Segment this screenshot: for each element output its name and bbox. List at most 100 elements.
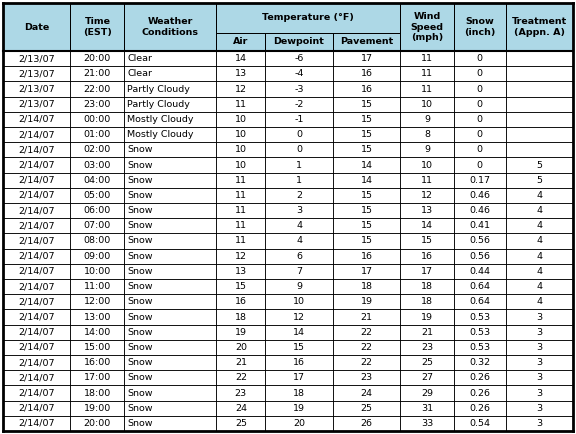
Bar <box>333 279 400 294</box>
Text: 4: 4 <box>536 282 542 291</box>
Bar <box>70 188 124 203</box>
Bar <box>400 188 454 203</box>
Bar <box>70 127 124 142</box>
Bar <box>217 3 400 33</box>
Bar <box>266 203 333 218</box>
Bar <box>506 340 573 355</box>
Text: 3: 3 <box>536 419 543 428</box>
Bar <box>3 325 70 340</box>
Text: 21:00: 21:00 <box>84 69 111 78</box>
Bar <box>3 51 70 66</box>
Text: 16: 16 <box>293 358 305 367</box>
Text: 22: 22 <box>361 343 373 352</box>
Text: 4: 4 <box>536 206 542 215</box>
Bar <box>333 401 400 416</box>
Bar <box>217 218 266 233</box>
Text: 2/13/07: 2/13/07 <box>18 54 55 63</box>
Bar <box>454 173 506 188</box>
Text: 21: 21 <box>421 328 433 337</box>
Bar <box>506 385 573 401</box>
Text: 19: 19 <box>421 312 433 322</box>
Bar <box>333 309 400 325</box>
Text: 18: 18 <box>421 282 433 291</box>
Text: 14: 14 <box>421 221 433 230</box>
Bar <box>217 416 266 431</box>
Bar <box>124 264 217 279</box>
Bar <box>70 385 124 401</box>
Text: 19: 19 <box>235 328 247 337</box>
Text: 15: 15 <box>361 130 373 139</box>
Text: 4: 4 <box>536 237 542 246</box>
Text: 20:00: 20:00 <box>84 54 111 63</box>
Text: Snow: Snow <box>127 237 153 246</box>
Text: 10: 10 <box>235 115 247 124</box>
Bar <box>124 112 217 127</box>
Bar <box>454 142 506 158</box>
Text: 15: 15 <box>361 100 373 108</box>
Text: 3: 3 <box>536 373 543 382</box>
Bar <box>217 264 266 279</box>
Bar <box>454 66 506 82</box>
Bar <box>333 294 400 309</box>
Text: 3: 3 <box>536 358 543 367</box>
Bar <box>124 188 217 203</box>
Bar <box>506 3 573 51</box>
Text: 0.54: 0.54 <box>469 419 490 428</box>
Bar <box>506 233 573 249</box>
Text: 15:00: 15:00 <box>84 343 111 352</box>
Text: 16: 16 <box>235 297 247 306</box>
Text: 2/14/07: 2/14/07 <box>18 404 55 413</box>
Text: Snow: Snow <box>127 145 153 155</box>
Bar <box>400 325 454 340</box>
Text: 2/14/07: 2/14/07 <box>18 206 55 215</box>
Text: 26: 26 <box>361 419 373 428</box>
Text: 12: 12 <box>293 312 305 322</box>
Text: 25: 25 <box>421 358 433 367</box>
Bar <box>124 309 217 325</box>
Bar <box>400 218 454 233</box>
Text: 10:00: 10:00 <box>84 267 111 276</box>
Text: 0: 0 <box>477 100 483 108</box>
Bar <box>217 233 266 249</box>
Text: 3: 3 <box>536 312 543 322</box>
Text: Snow: Snow <box>127 206 153 215</box>
Text: 0.64: 0.64 <box>469 297 490 306</box>
Bar <box>266 97 333 112</box>
Bar <box>217 142 266 158</box>
Text: 2/13/07: 2/13/07 <box>18 69 55 78</box>
Bar <box>217 82 266 97</box>
Text: Snow: Snow <box>127 388 153 398</box>
Text: 19:00: 19:00 <box>84 404 111 413</box>
Bar <box>506 66 573 82</box>
Text: 01:00: 01:00 <box>84 130 111 139</box>
Text: 22: 22 <box>361 358 373 367</box>
Bar <box>506 112 573 127</box>
Text: 2/14/07: 2/14/07 <box>18 161 55 170</box>
Bar <box>454 218 506 233</box>
Text: Snow: Snow <box>127 358 153 367</box>
Text: 15: 15 <box>421 237 433 246</box>
Bar <box>333 325 400 340</box>
Text: 20: 20 <box>293 419 305 428</box>
Bar <box>3 249 70 264</box>
Text: 2/14/07: 2/14/07 <box>18 282 55 291</box>
Text: 17:00: 17:00 <box>84 373 111 382</box>
Text: 09:00: 09:00 <box>84 252 111 261</box>
Text: 11: 11 <box>421 176 433 185</box>
Bar <box>454 325 506 340</box>
Text: 0.17: 0.17 <box>469 176 490 185</box>
Text: 0: 0 <box>296 145 302 155</box>
Bar <box>454 385 506 401</box>
Text: 04:00: 04:00 <box>84 176 111 185</box>
Text: 11: 11 <box>421 85 433 93</box>
Text: 10: 10 <box>235 130 247 139</box>
Bar <box>70 82 124 97</box>
Text: Snow: Snow <box>127 282 153 291</box>
Bar <box>506 127 573 142</box>
Bar <box>217 249 266 264</box>
Bar <box>70 66 124 82</box>
Text: 27: 27 <box>421 373 433 382</box>
Bar <box>400 203 454 218</box>
Bar <box>3 158 70 173</box>
Bar <box>124 355 217 370</box>
